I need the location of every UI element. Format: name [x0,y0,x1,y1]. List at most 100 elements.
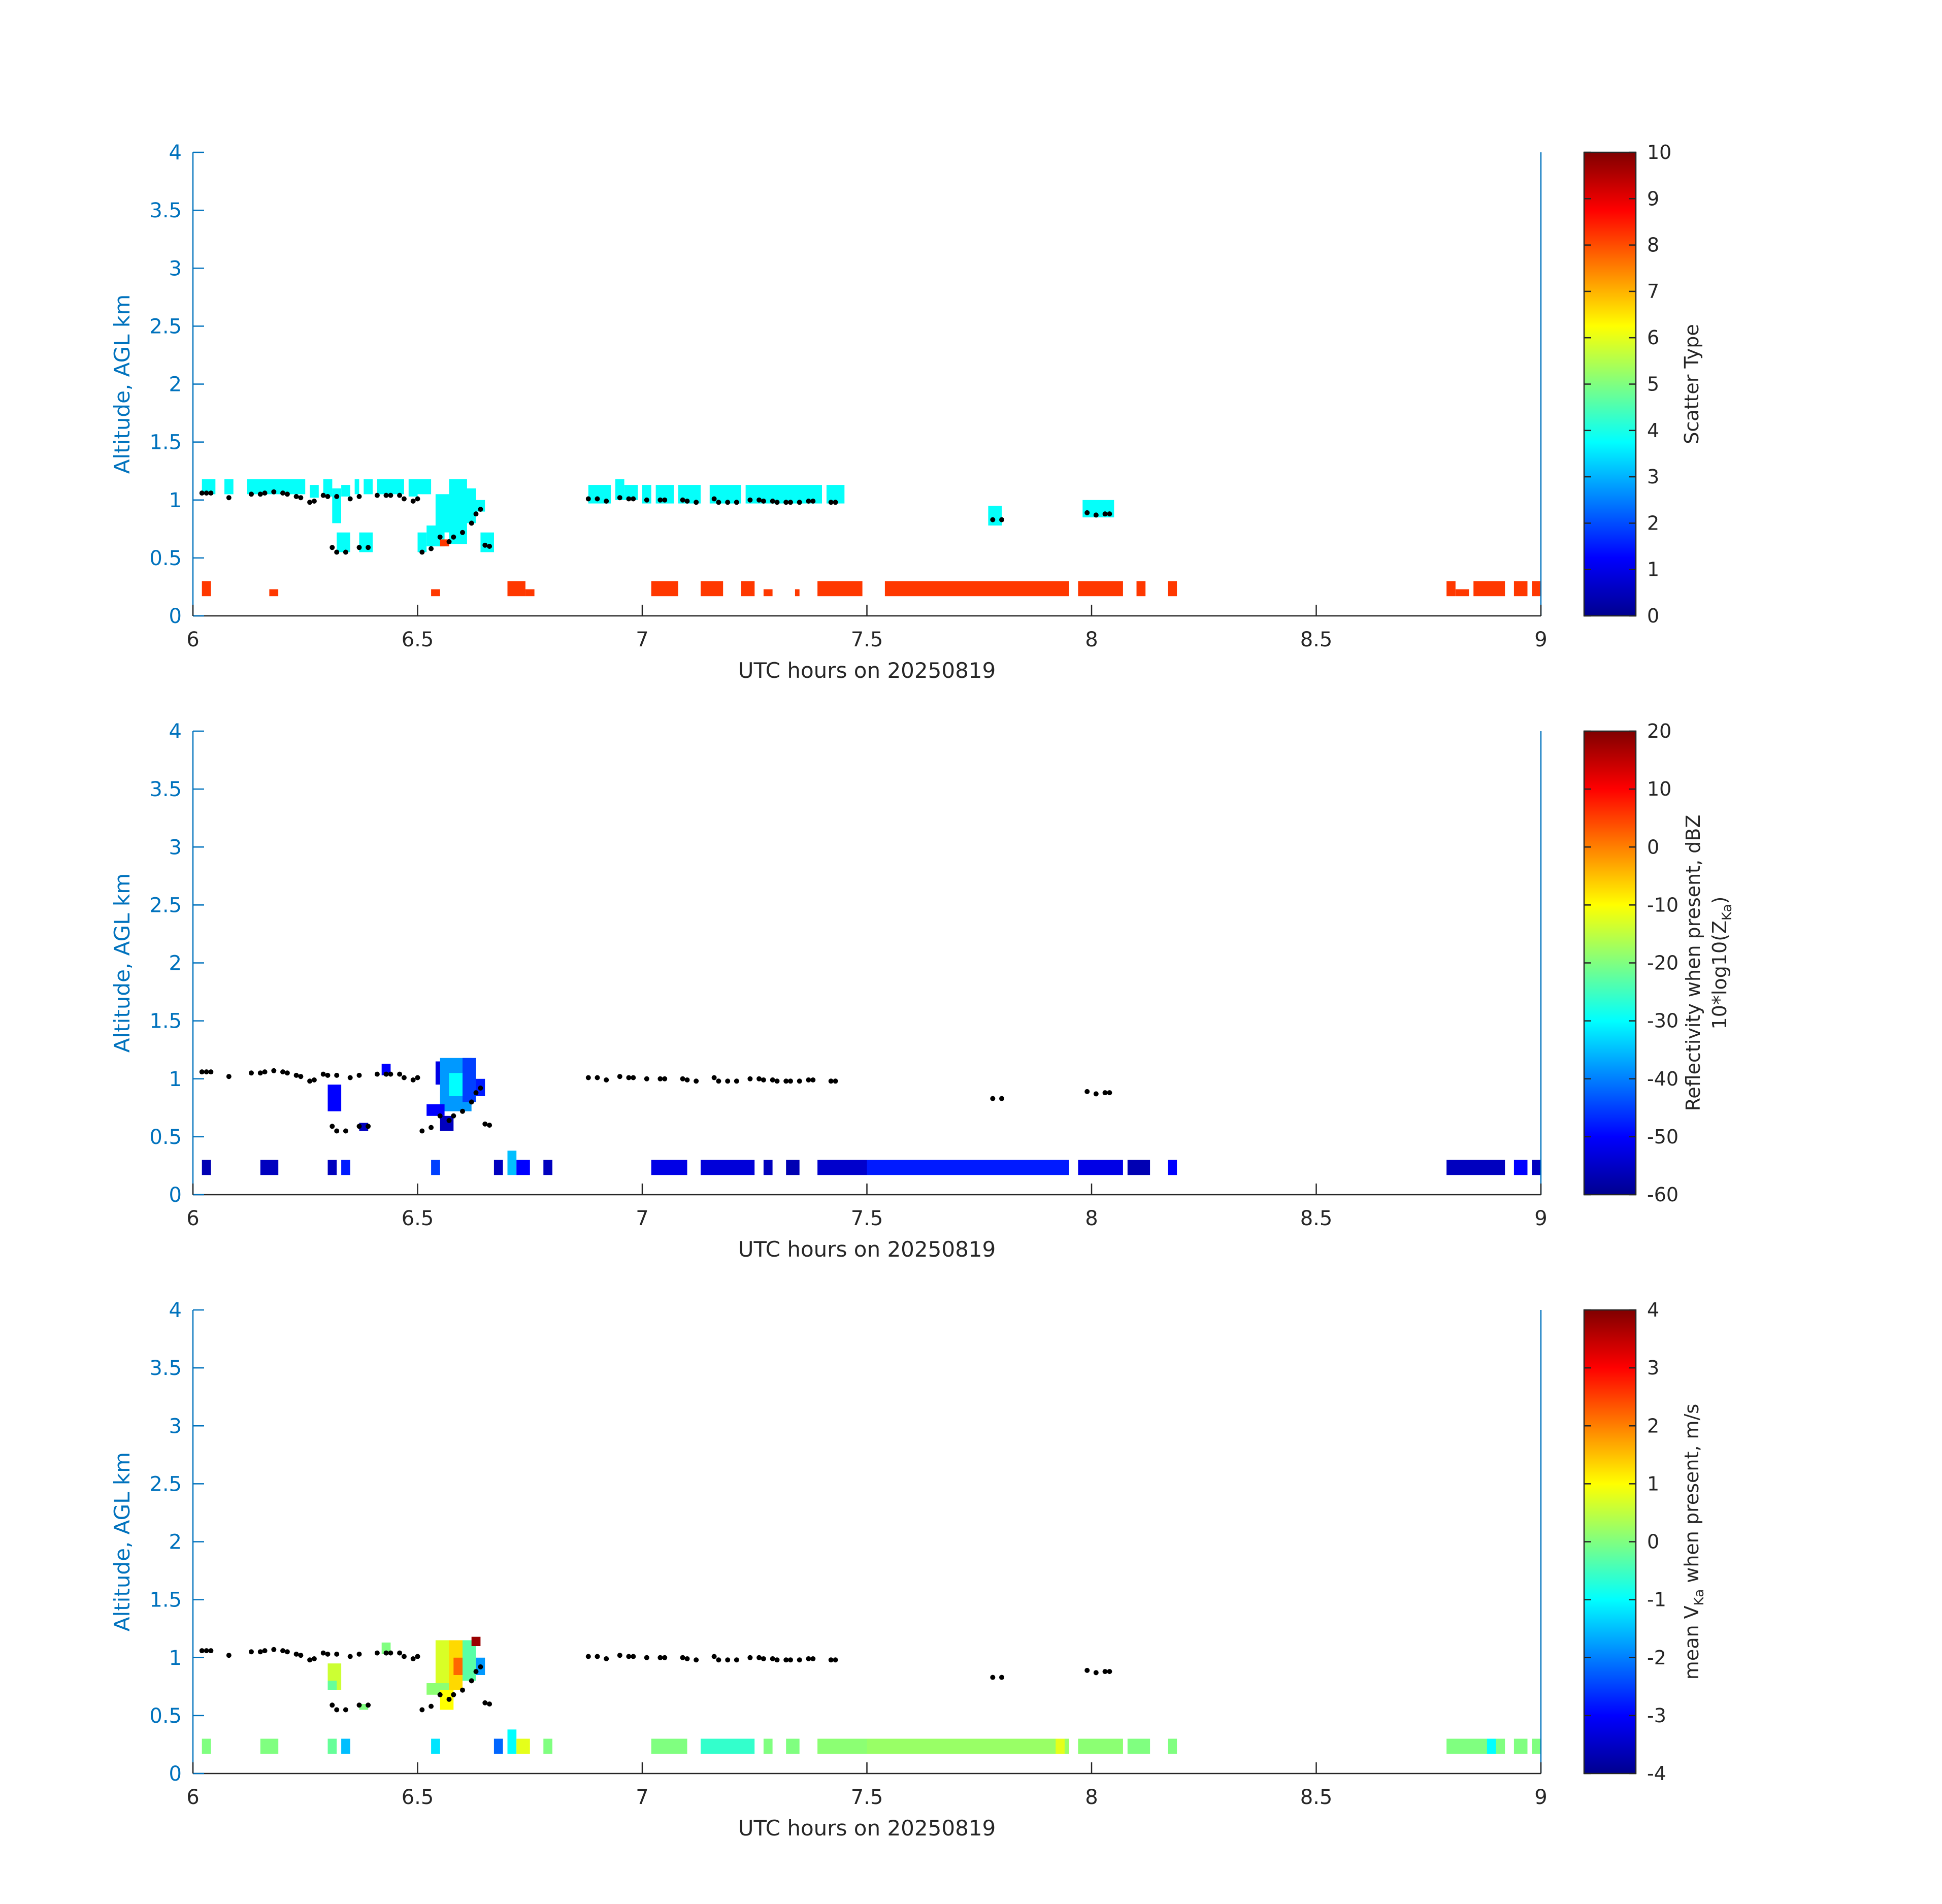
formula-subscript: Ka [1720,904,1735,921]
y-tick-label: 2 [169,1531,182,1554]
heatmap-cell [1513,581,1528,597]
cloud-base-marker [631,1654,636,1659]
cloud-base-marker [711,496,717,502]
heatmap-cell [359,1123,369,1131]
cloud-base-marker [262,1069,268,1075]
colorbar-tick-label: 1 [1647,559,1659,581]
cloud-base-marker [774,1657,780,1663]
y-tick-label: 3 [169,836,182,859]
cloud-base-marker [585,496,591,502]
cloud-base-marker [626,1075,632,1080]
cloud-base-marker [604,1077,609,1082]
heatmap-cell [449,1073,463,1096]
heatmap-cell [1446,1738,1505,1754]
heatmap-cell [1168,1160,1177,1175]
label-subscript: Ka [1692,1589,1707,1606]
cloud-base-marker [657,1076,663,1081]
cloud-base-marker [325,1072,331,1078]
cloud-base-marker [487,544,492,549]
colorbar-tick-label: 0 [1647,1531,1659,1553]
heatmap-cell [763,589,773,597]
cloud-base-marker [271,489,277,495]
x-tick-label: 6.5 [402,628,434,651]
cloud-base-marker [788,1078,793,1084]
cloud-base-marker [401,496,407,502]
cloud-base-marker [694,1078,699,1084]
heatmap-cell [701,1160,755,1175]
cloud-base-marker [437,1692,443,1697]
heatmap-cell [1487,1738,1496,1754]
cloud-base-marker [1107,1669,1112,1675]
cloud-base-marker [756,1655,762,1660]
cloud-base-marker [662,1076,668,1081]
cloud-base-marker [617,495,622,501]
cloud-base-marker [774,500,780,505]
heatmap-cell [417,479,432,495]
heatmap-cell [269,589,279,597]
cloud-base-marker [320,1650,326,1656]
colorbar-gradient [1583,151,1637,617]
cloud-base-marker [1107,1090,1112,1096]
cloud-base-marker [1102,1090,1108,1096]
heatmap-cell [202,479,216,495]
colorbar-tick-label: -3 [1647,1704,1666,1727]
heatmap-cell [763,1160,773,1175]
cloud-base-marker [249,491,254,497]
cloud-base-marker [307,1078,313,1084]
heatmap-cell [417,532,427,552]
cloud-base-marker [307,1657,313,1663]
y-tick-label: 0.5 [149,547,182,570]
cloud-base-marker [334,1128,340,1134]
y-tick-label: 2.5 [149,1472,182,1496]
cloud-base-marker [257,491,263,497]
heatmap-cell [381,1064,391,1075]
cloud-base-marker [1102,1669,1108,1675]
colorbar-tick-label: 2 [1647,512,1659,534]
colorbar-label: Reflectivity when present, dBZ [1682,815,1704,1111]
cloud-base-marker [451,534,456,540]
heatmap-cell [260,1160,279,1175]
cloud-base-marker [783,1078,789,1084]
y-tick-label: 2.5 [149,315,182,338]
cloud-base-marker [446,1118,452,1123]
x-tick-label: 7.5 [851,628,883,651]
y-tick-label: 2 [169,952,182,975]
cloud-base-marker [626,1654,632,1659]
colorbar: -4 -3 -2 -1 0 1 2 3 4 [1583,1299,1666,1785]
heatmap-cell [1513,1160,1528,1175]
heatmap-cell [1127,1160,1150,1175]
colorbar-tick-label: -10 [1647,894,1678,916]
cloud-base-marker [366,1124,371,1129]
cloud-base-marker [788,500,793,505]
cloud-base-marker [756,1076,762,1081]
cloud-base-marker [311,1077,317,1082]
cloud-base-marker [356,494,362,499]
cloud-base-marker [1102,511,1108,517]
cloud-base-marker [684,1656,690,1661]
cloud-base-marker [694,1657,699,1663]
y-tick-label: 3 [169,1415,182,1438]
x-tick-label: 7 [636,1207,648,1230]
cloud-base-marker [410,1656,416,1661]
cloud-base-marker [999,517,1004,522]
colorbar-tick-label: -2 [1647,1647,1666,1669]
cloud-base-marker [662,1655,668,1660]
heatmap-cell [202,581,211,597]
heatmap-cell [202,1160,211,1175]
cloud-base-marker [249,1649,254,1655]
y-tick-label: 0 [169,1184,182,1207]
heatmap-cell [480,532,494,552]
y-tick-label: 1 [169,1647,182,1670]
heatmap-cell [867,1738,1069,1754]
cloud-base-marker [999,1096,1004,1101]
cloud-base-marker [734,1078,739,1084]
colorbar-tick-label: 2 [1647,1415,1659,1437]
cloud-base-marker [284,1649,290,1655]
heatmap-cell [431,1738,440,1754]
colorbar-tick-label: 3 [1647,1357,1659,1379]
cloud-base-marker [419,1128,425,1134]
colorbar-tick-label: 0 [1647,605,1659,627]
cloud-base-marker [1107,511,1112,517]
heatmap-cell [1532,1738,1541,1754]
heatmap-cell [817,1160,867,1175]
